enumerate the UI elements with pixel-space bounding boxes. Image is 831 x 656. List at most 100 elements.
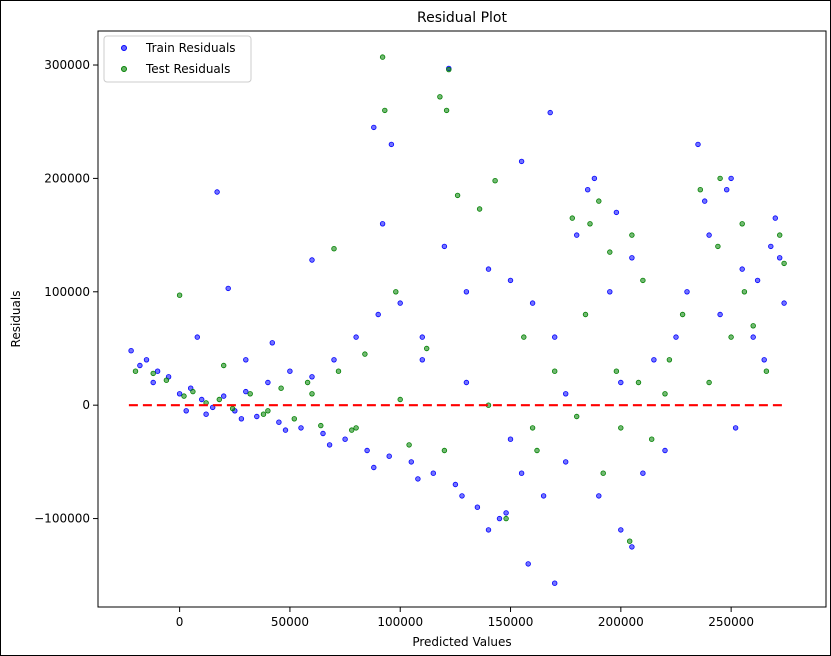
scatter-point: [298, 425, 304, 431]
scatter-point: [503, 515, 509, 522]
scatter-point: [238, 416, 245, 422]
y-tick-label: 100000: [44, 285, 90, 299]
scatter-point: [181, 393, 187, 399]
scatter-point: [591, 175, 598, 182]
scatter-point: [386, 453, 392, 459]
scatter-point: [194, 334, 200, 340]
scatter-point: [309, 257, 315, 263]
scatter-point: [278, 385, 284, 391]
scatter-point: [304, 379, 311, 386]
scatter-point: [518, 470, 525, 476]
y-tick-label: 0: [82, 398, 90, 412]
scatter-point: [176, 292, 183, 298]
scatter-point: [203, 411, 209, 417]
scatter-point: [437, 94, 443, 100]
scatter-point: [371, 464, 377, 471]
scatter-point: [706, 232, 712, 238]
scatter-point: [600, 470, 606, 476]
scatter-point: [463, 289, 470, 295]
scatter-point: [265, 408, 271, 414]
scatter-point: [452, 481, 459, 488]
series-train-residuals: [128, 65, 787, 586]
scatter-point: [684, 289, 690, 295]
scatter-point: [503, 510, 509, 516]
scatter-point: [287, 368, 293, 374]
scatter-point: [362, 351, 368, 357]
scatter-point: [408, 459, 414, 465]
scatter-point: [496, 515, 503, 522]
scatter-point: [163, 377, 170, 383]
x-tick-label: 50000: [271, 615, 309, 629]
legend: Train Residuals Test Residuals: [103, 35, 252, 83]
scatter-point: [587, 221, 593, 227]
scatter-point: [507, 277, 514, 284]
scatter-point: [724, 186, 730, 193]
x-axis-label: Predicted Values: [412, 635, 511, 649]
scatter-point: [552, 580, 558, 586]
scatter-point: [739, 266, 745, 272]
scatter-point: [243, 357, 249, 363]
scatter-point: [430, 470, 436, 476]
scatter-point: [507, 436, 514, 442]
scatter-point: [364, 447, 370, 454]
scatter-point: [673, 334, 679, 340]
scatter-point: [540, 493, 547, 499]
scatter-point: [741, 289, 748, 295]
scatter-point: [143, 357, 150, 363]
scatter-point: [728, 175, 734, 182]
y-tick-label: 300000: [44, 58, 90, 72]
scatter-point: [265, 379, 271, 386]
scatter-point: [547, 109, 553, 116]
scatter-point: [679, 311, 686, 318]
scatter-point: [441, 447, 448, 454]
scatter-point: [627, 538, 633, 544]
scatter-point: [150, 379, 156, 386]
legend-entry-label: Test Residuals: [145, 62, 230, 76]
scatter-point: [198, 396, 205, 403]
scatter-point: [419, 357, 425, 363]
scatter-point: [459, 493, 465, 499]
scatter-point: [763, 368, 770, 374]
scatter-point: [419, 334, 425, 340]
scatter-point: [309, 391, 315, 397]
scatter-point: [397, 396, 403, 403]
scatter-point: [607, 289, 613, 295]
scatter-point: [777, 255, 783, 261]
scatter-point: [781, 260, 787, 267]
scatter-point: [291, 416, 297, 422]
scatter-point: [629, 232, 635, 238]
scatter-point: [649, 436, 655, 442]
scatter-point: [349, 427, 355, 433]
scatter-point: [618, 379, 624, 386]
scatter-point: [474, 504, 481, 510]
scatter-point: [216, 396, 222, 403]
scatter-point: [415, 476, 421, 482]
scatter-point: [750, 323, 756, 329]
scatter-point: [717, 311, 723, 318]
scatter-point: [585, 186, 591, 193]
scatter-point: [629, 255, 635, 261]
scatter-point: [276, 419, 282, 425]
scatter-point: [697, 186, 703, 193]
scatter-point: [717, 175, 723, 182]
x-tick-label: 0: [176, 615, 184, 629]
scatter-point: [695, 141, 701, 148]
scatter-point: [732, 425, 739, 431]
scatter-point: [613, 209, 620, 216]
scatter-point: [492, 177, 498, 184]
scatter-point: [706, 379, 712, 386]
legend-marker: [121, 45, 127, 51]
legend-entry-label: Train Residuals: [145, 41, 236, 55]
scatter-point: [176, 391, 183, 397]
scatter-point: [220, 362, 227, 369]
scatter-point: [331, 357, 337, 363]
scatter-point: [353, 425, 359, 431]
scatter-point: [183, 408, 189, 414]
scatter-point: [331, 245, 337, 252]
scatter-point: [269, 340, 275, 346]
scatter-point: [353, 334, 359, 340]
scatter-point: [518, 158, 525, 165]
scatter-point: [446, 66, 452, 73]
scatter-point: [629, 544, 635, 550]
